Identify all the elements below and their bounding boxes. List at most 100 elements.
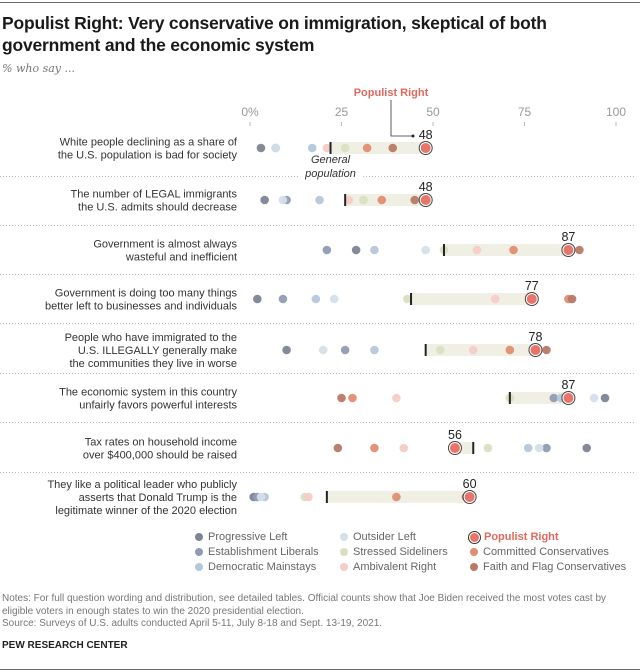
legend-label: Democratic Mainstays bbox=[208, 561, 317, 573]
dot-ambivalent-right bbox=[468, 345, 478, 355]
legend-label: Ambivalent Right bbox=[353, 561, 437, 573]
dot-faith-flag-conservatives bbox=[575, 245, 584, 255]
general-population-label: population bbox=[304, 168, 356, 180]
row-label: wasteful and inefficient bbox=[125, 252, 237, 264]
row-label: Government is doing too many things bbox=[55, 288, 238, 300]
dot-democratic-mainstays bbox=[370, 245, 379, 255]
dot-establishment-liberals bbox=[549, 393, 559, 403]
legend-item: Democratic Mainstays bbox=[195, 561, 316, 573]
legend-swatch-icon bbox=[195, 533, 203, 541]
dot-populist-right bbox=[464, 492, 475, 502]
dot-populist-right bbox=[420, 195, 431, 205]
dot-outsider-left bbox=[318, 345, 328, 355]
dot-progressive-left bbox=[582, 443, 592, 453]
chart-row: The economic system in this countryunfai… bbox=[59, 378, 610, 412]
dot-ambivalent-right bbox=[392, 393, 401, 403]
dot-establishment-liberals bbox=[322, 245, 332, 255]
dot-establishment-liberals bbox=[340, 345, 350, 355]
chart-row: White people declining as a share ofthe … bbox=[58, 128, 433, 180]
chart-row: They like a political leader who publicl… bbox=[47, 477, 477, 517]
dot-stressed-sideliners bbox=[359, 195, 368, 205]
dot-faith-flag-conservatives bbox=[337, 393, 346, 403]
dot-populist-right bbox=[420, 143, 431, 153]
legend-label: Outsider Left bbox=[353, 531, 416, 543]
dot-populist-right bbox=[449, 443, 460, 453]
legend-item: Ambivalent Right bbox=[340, 561, 436, 573]
dot-stressed-sideliners bbox=[403, 294, 412, 304]
dot-populist-right bbox=[563, 245, 574, 255]
legend-label: Faith and Flag Conservatives bbox=[483, 561, 627, 573]
dot-outsider-left bbox=[534, 443, 544, 453]
gap-bar bbox=[411, 293, 532, 305]
legend-item: Committed Conservatives bbox=[470, 546, 609, 558]
legend-label: Stressed Sideliners bbox=[353, 546, 448, 558]
row-label: asserts that Donald Trump is the bbox=[79, 492, 237, 504]
bottom-rule bbox=[0, 669, 640, 670]
row-label: They like a political leader who publicl… bbox=[47, 479, 237, 491]
dot-progressive-left bbox=[260, 195, 269, 205]
dot-faith-flag-conservatives bbox=[567, 294, 577, 304]
x-tick-label: 0% bbox=[241, 105, 259, 119]
dot-faith-flag-conservatives bbox=[410, 195, 420, 205]
dot-democratic-mainstays bbox=[315, 195, 324, 205]
row-label: the communities they live in worse bbox=[69, 358, 237, 370]
dot-faith-flag-conservatives bbox=[388, 143, 398, 153]
dot-stressed-sideliners bbox=[436, 345, 445, 355]
dot-faith-flag-conservatives bbox=[542, 345, 551, 355]
row-label: the U.S. admits should decrease bbox=[78, 202, 237, 214]
dot-progressive-left bbox=[282, 345, 291, 355]
populist-right-value-label: 77 bbox=[525, 279, 539, 293]
dot-progressive-left bbox=[253, 294, 262, 304]
populist-right-value-label: 56 bbox=[448, 428, 462, 442]
dot-ambivalent-right bbox=[399, 443, 409, 453]
gap-bar bbox=[443, 244, 569, 256]
general-population-label: General bbox=[311, 154, 351, 166]
dot-committed-conservatives bbox=[362, 143, 372, 153]
chart-subtitle: % who say ... bbox=[2, 62, 75, 75]
x-tick-label: 50 bbox=[426, 105, 440, 119]
legend-label: Progressive Left bbox=[208, 531, 288, 543]
legend-swatch-icon bbox=[470, 548, 478, 556]
populist-right-value-label: 48 bbox=[419, 180, 433, 194]
x-tick-label: 25 bbox=[335, 105, 349, 119]
populist-right-value-label: 78 bbox=[529, 330, 543, 344]
dot-committed-conservatives bbox=[370, 443, 379, 453]
row-label: legitimate winner of the 2020 election bbox=[55, 505, 237, 517]
dot-committed-conservatives bbox=[348, 393, 357, 403]
dot-stressed-sideliners bbox=[340, 143, 350, 153]
dot-ambivalent-right bbox=[322, 143, 332, 153]
row-label: unfairly favors powerful interests bbox=[79, 400, 237, 412]
legend-swatch-icon bbox=[195, 548, 203, 556]
dot-ambivalent-right bbox=[344, 195, 354, 205]
row-label: over $400,000 should be raised bbox=[83, 450, 237, 462]
dot-democratic-mainstays bbox=[307, 143, 317, 153]
legend-item: Outsider Left bbox=[340, 531, 416, 543]
dot-stressed-sideliners bbox=[483, 443, 493, 453]
dot-committed-conservatives bbox=[505, 345, 515, 355]
row-label: The economic system in this country bbox=[59, 387, 237, 399]
row-label: U.S. ILLEGALLY generally make bbox=[78, 345, 237, 357]
top-rule bbox=[0, 2, 640, 3]
populist-right-value-label: 48 bbox=[419, 128, 433, 142]
highlight-group-label: Populist Right bbox=[354, 87, 429, 99]
dot-committed-conservatives bbox=[377, 195, 387, 205]
x-tick-label: 100 bbox=[606, 105, 626, 119]
notes-text: Notes: For full question wording and dis… bbox=[2, 593, 607, 617]
dot-populist-right bbox=[563, 393, 574, 403]
legend-item: Populist Right bbox=[470, 531, 559, 543]
dot-populist-right bbox=[526, 294, 537, 304]
dot-populist-right bbox=[530, 345, 541, 355]
dot-ambivalent-right bbox=[304, 492, 313, 502]
dot-progressive-left bbox=[351, 245, 361, 255]
dot-faith-flag-conservatives bbox=[333, 443, 343, 453]
legend-swatch-icon bbox=[340, 533, 348, 541]
row-label: Tax rates on household income bbox=[85, 437, 237, 449]
legend-swatch-icon bbox=[340, 548, 348, 556]
leader-dot bbox=[411, 134, 415, 138]
row-label: White people declining as a share of bbox=[60, 137, 238, 149]
dot-outsider-left bbox=[256, 492, 266, 502]
dot-outsider-left bbox=[421, 245, 430, 255]
legend-label: Populist Right bbox=[484, 531, 559, 543]
